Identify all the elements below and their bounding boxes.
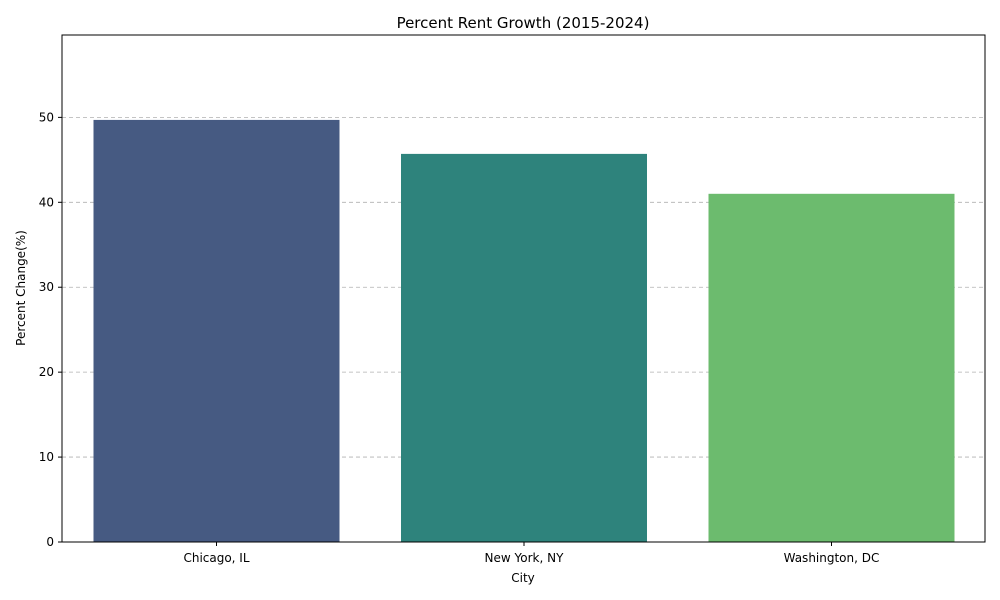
y-tick-label: 40	[39, 195, 54, 209]
x-tick-label: Chicago, IL	[183, 551, 249, 565]
x-axis-ticks: Chicago, IL New York, NY Washington, DC	[183, 542, 879, 565]
y-tick-label: 20	[39, 365, 54, 379]
y-tick-label: 10	[39, 450, 54, 464]
y-tick-label: 30	[39, 280, 54, 294]
y-tick-label: 0	[46, 535, 54, 549]
bar	[93, 119, 340, 542]
y-tick-label: 50	[39, 110, 54, 124]
chart-title: Percent Rent Growth (2015-2024)	[397, 14, 650, 32]
x-axis-label: City	[511, 571, 535, 585]
y-axis-label: Percent Change(%)	[14, 230, 28, 346]
bars	[93, 119, 955, 542]
x-tick-label: New York, NY	[485, 551, 565, 565]
x-tick-label: Washington, DC	[784, 551, 880, 565]
y-axis-ticks: 0 10 20 30 40 50	[39, 110, 62, 549]
bar	[401, 153, 647, 542]
bar	[708, 193, 955, 542]
